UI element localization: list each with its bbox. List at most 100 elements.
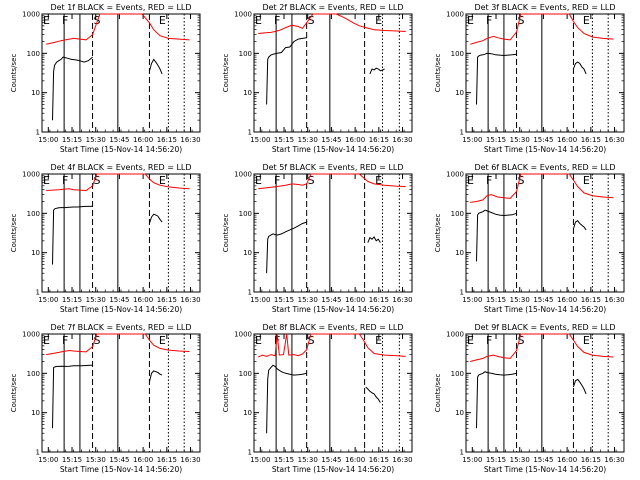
annotation-S: S [308,334,315,347]
plot-frame [465,13,625,133]
y-axis-label: Counts/sec [10,374,18,413]
y-tick-label: 1000 [22,171,40,179]
x-tick-label: 15:30 [86,456,106,464]
annotation-F: F [62,334,68,347]
y-tick-label: 1 [36,129,40,137]
annotation-F: F [486,14,492,27]
y-axis-label: Counts/sec [10,54,18,93]
annotation-F: F [62,174,68,187]
x-tick-label: 15:15 [486,136,506,144]
y-tick-label: 10 [243,249,252,257]
x-tick-label: 16:00 [345,136,365,144]
annotation-F: F [486,174,492,187]
x-tick-label: 15:30 [298,456,318,464]
lld-series-line [258,13,406,34]
annotation-E: E [255,174,262,187]
x-axis-label: Start Time (15-Nov-14 14:56:20) [484,465,606,474]
panel-9: Det 9f BLACK = Events, RED = LLD 1 10 100 10… [434,323,625,474]
x-tick-label: 15:30 [510,136,530,144]
x-tick-label: 15:00 [38,296,58,304]
panel-8: Det 8f BLACK = Events, RED = LLD 1 10 100 10… [222,323,413,474]
panel-6: Det 6f BLACK = Events, RED = LLD 1 10 100 10… [434,163,625,314]
annotation-E: E [583,14,590,27]
x-axis-label: Start Time (15-Nov-14 14:56:20) [484,305,606,314]
lld-series-line [46,13,190,45]
x-tick-label: 15:15 [62,456,82,464]
x-tick-label: 16:30 [392,456,412,464]
y-axis-label: Counts/sec [222,374,230,413]
x-tick-label: 16:00 [133,456,153,464]
x-tick-label: 15:45 [109,296,129,304]
annotation-F: F [274,334,280,347]
x-tick-label: 15:00 [38,456,58,464]
annotation-S: S [94,334,101,347]
annotation-S: S [518,334,525,347]
x-tick-label: 15:00 [462,456,482,464]
x-axis-label: Start Time (15-Nov-14 14:56:20) [272,305,394,314]
y-tick-label: 1 [36,289,40,297]
x-tick-label: 16:30 [180,296,200,304]
events-series-line [266,364,307,434]
x-tick-label: 15:30 [510,296,530,304]
x-tick-label: 15:30 [86,296,106,304]
annotation-E: E [583,174,590,187]
y-axis-label: Counts/sec [434,54,442,93]
events-series-line [367,236,381,243]
plot-frame [253,173,413,293]
events-series-line [476,209,517,262]
y-tick-label: 1000 [446,11,464,19]
plot-frame [41,333,201,453]
x-axis-label: Start Time (15-Nov-14 14:56:20) [60,305,182,314]
x-tick-label: 15:15 [62,296,82,304]
events-series-line [266,37,307,105]
y-axis-label: Counts/sec [222,214,230,253]
events-series-line [572,220,587,231]
panel-title: Det 6f BLACK = Events, RED = LLD [474,163,615,172]
y-tick-label: 1000 [22,11,40,19]
x-tick-label: 15:45 [533,296,553,304]
x-axis-label: Start Time (15-Nov-14 14:56:20) [60,465,182,474]
events-series-line [572,61,587,75]
lld-series-line [46,333,190,356]
panel-title: Det 8f BLACK = Events, RED = LLD [262,323,403,332]
plot-frame [41,13,201,133]
y-tick-label: 1 [248,129,252,137]
y-tick-label: 10 [455,89,464,97]
y-tick-label: 1000 [22,331,40,339]
plot-frame [253,13,413,133]
y-tick-label: 100 [451,370,464,378]
lld-series-line [470,173,614,203]
annotation-E: E [583,334,590,347]
x-axis-label: Start Time (15-Nov-14 14:56:20) [272,465,394,474]
y-tick-label: 10 [31,89,40,97]
x-tick-label: 15:15 [274,456,294,464]
annotation-F: F [274,14,280,27]
x-tick-label: 15:15 [274,136,294,144]
x-tick-label: 16:15 [369,136,389,144]
y-tick-label: 1000 [234,171,252,179]
annotation-E: E [43,334,50,347]
annotation-S: S [518,14,525,27]
x-tick-label: 15:45 [321,456,341,464]
x-tick-label: 15:00 [38,136,58,144]
y-tick-label: 100 [451,50,464,58]
annotation-S: S [308,14,315,27]
panel-4: Det 4f BLACK = Events, RED = LLD 1 10 100 10… [10,163,201,314]
y-tick-label: 10 [31,249,40,257]
plot-frame [465,333,625,453]
y-tick-label: 1000 [234,331,252,339]
x-tick-label: 16:00 [345,456,365,464]
annotation-S: S [94,174,101,187]
lld-series-line [470,13,614,45]
annotation-E: E [467,174,474,187]
events-series-line [52,56,93,121]
y-axis-label: Counts/sec [222,54,230,93]
x-tick-label: 16:30 [392,296,412,304]
annotation-S: S [518,174,525,187]
x-tick-label: 16:00 [557,136,577,144]
annotation-E: E [375,174,382,187]
plot-frame [253,333,413,453]
y-tick-label: 100 [239,370,252,378]
x-axis-label: Start Time (15-Nov-14 14:56:20) [272,145,394,154]
panel-1: Det 1f BLACK = Events, RED = LLD 1 10 100 10… [10,3,201,154]
